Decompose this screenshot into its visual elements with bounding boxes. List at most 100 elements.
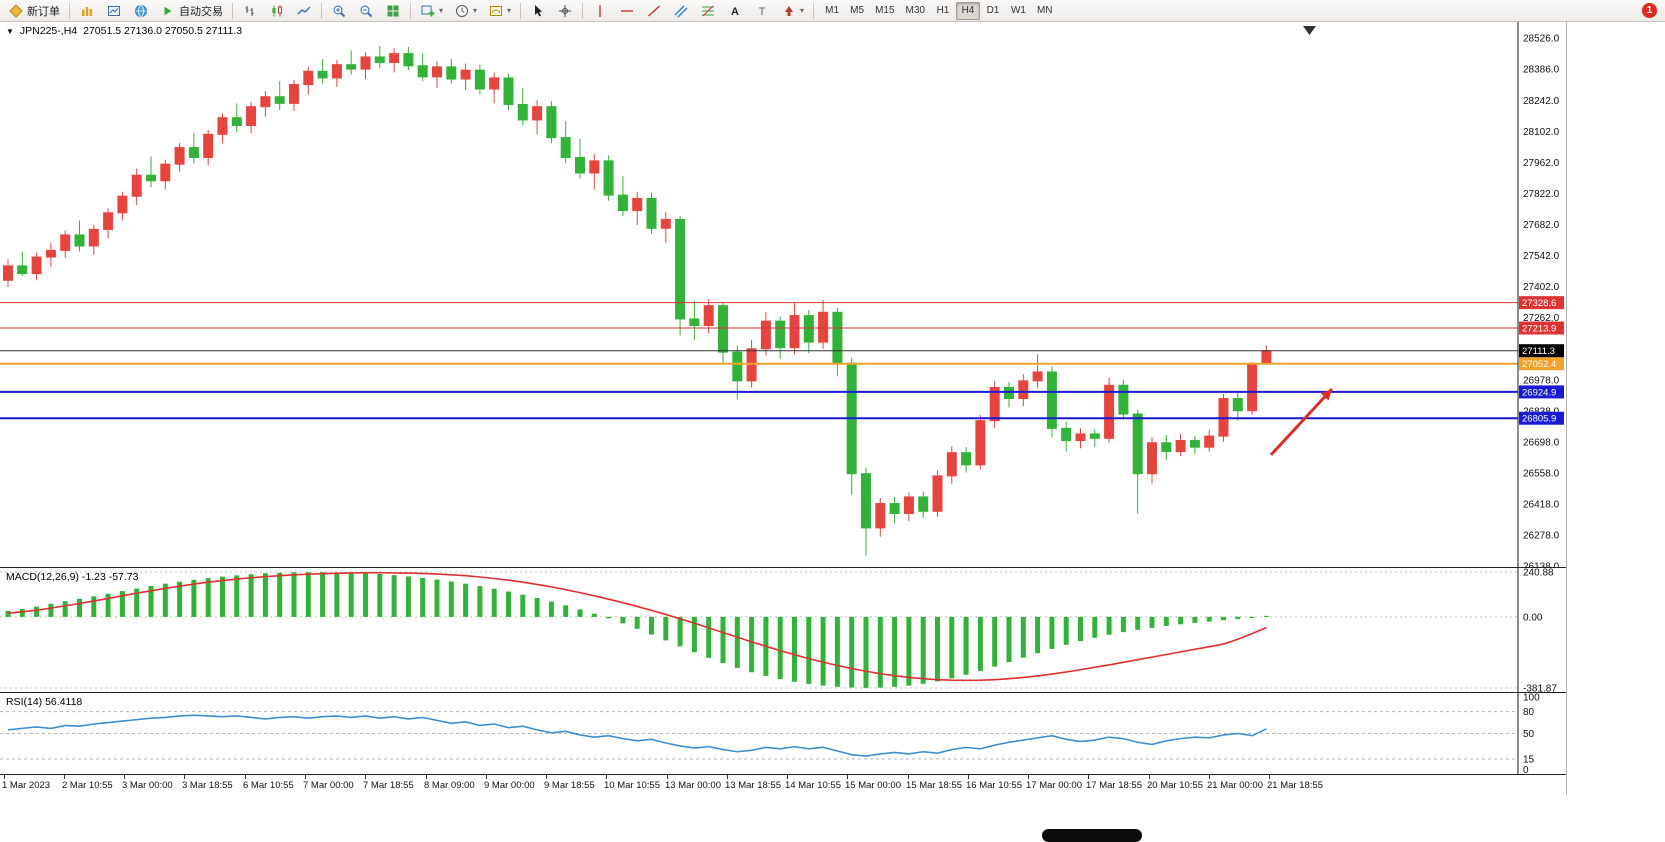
candlestick-chart-button[interactable] [264, 1, 290, 21]
auto-trading-button[interactable]: 自动交易 [155, 1, 228, 21]
candlestick-icon [269, 3, 285, 19]
arrows-tool-button[interactable]: ▾ [776, 1, 809, 21]
toolbar: 新订单 自动交易 [0, 0, 1665, 22]
cursor-button[interactable] [525, 1, 551, 21]
channel-button[interactable] [668, 1, 694, 21]
text-tool-icon: A [727, 3, 743, 19]
svg-text:27682.0: 27682.0 [1523, 220, 1560, 231]
periodicity-button[interactable]: ▾ [449, 1, 482, 21]
rsi-chart-canvas[interactable]: 100 80 50 150 [0, 693, 1566, 774]
zoom-out-button[interactable] [353, 1, 379, 21]
svg-text:50: 50 [1523, 729, 1535, 740]
zoom-in-button[interactable] [326, 1, 352, 21]
time-axis-label: 13 Mar 00:00 [665, 780, 721, 791]
time-axis-label: 8 Mar 09:00 [424, 780, 475, 791]
market-watch-button[interactable] [74, 1, 100, 21]
time-tick [727, 775, 728, 779]
time-axis-label: 16 Mar 10:55 [966, 780, 1022, 791]
label-tool-icon: T [754, 3, 770, 19]
chart-window-icon [106, 3, 122, 19]
macd-chart-canvas[interactable]: 240.88 0.00 -381.87 [0, 568, 1566, 692]
time-tick [667, 775, 668, 779]
svg-text:26698.0: 26698.0 [1523, 438, 1560, 449]
svg-text:26558.0: 26558.0 [1523, 469, 1560, 480]
trendline-button[interactable] [641, 1, 667, 21]
time-tick [486, 775, 487, 779]
main-chart-panel[interactable]: 28526.0 28386.0 28242.0 28102.0 27962.0 27822… [0, 22, 1566, 568]
svg-text:T: T [759, 6, 766, 18]
separator [232, 2, 233, 19]
time-axis-label: 20 Mar 10:55 [1147, 780, 1203, 791]
chart-window: 28526.0 28386.0 28242.0 28102.0 27962.0 27822… [0, 22, 1567, 795]
time-axis[interactable]: 1 Mar 2023 2 Mar 10:55 3 Mar 00:00 3 Mar 18… [0, 775, 1566, 795]
tile-windows-icon [385, 3, 401, 19]
time-axis-label: 13 Mar 18:55 [725, 780, 781, 791]
separator [813, 2, 815, 19]
svg-text:28102.0: 28102.0 [1523, 127, 1560, 138]
ohlc-bars-icon [242, 3, 258, 19]
new-chart-icon [420, 3, 436, 19]
horizontal-line-button[interactable] [614, 1, 640, 21]
timeframe-button-h1[interactable]: H1 [931, 2, 955, 20]
candlestick-chart-canvas[interactable]: 28526.0 28386.0 28242.0 28102.0 27962.0 27822… [0, 22, 1566, 567]
separator [582, 2, 584, 19]
svg-text:A: A [731, 6, 739, 18]
rsi-indicator-panel[interactable]: 100 80 50 15 0 RSI(14) 56.4118 [0, 693, 1566, 775]
timeframe-button-m15[interactable]: M15 [870, 2, 899, 20]
timeframe-button-m30[interactable]: M30 [901, 2, 930, 20]
help-button[interactable] [128, 1, 154, 21]
zoom-in-icon [331, 3, 347, 19]
new-chart-button[interactable]: ▾ [415, 1, 448, 21]
time-axis-label: 10 Mar 10:55 [604, 780, 660, 791]
timeframe-button-d1[interactable]: D1 [981, 2, 1005, 20]
time-axis-label: 21 Mar 00:00 [1207, 780, 1263, 791]
vertical-line-icon [592, 3, 608, 19]
svg-text:26138.0: 26138.0 [1523, 561, 1560, 567]
arrows-tool-icon [781, 3, 797, 19]
dropdown-caret-icon: ▾ [473, 5, 478, 15]
auto-trading-label: 自动交易 [179, 5, 223, 18]
line-chart-button[interactable] [291, 1, 317, 21]
text-tool-button[interactable]: A [722, 1, 748, 21]
time-tick [1088, 775, 1089, 779]
svg-text:27542.0: 27542.0 [1523, 251, 1560, 262]
time-axis-label: 3 Mar 18:55 [182, 780, 233, 791]
time-axis-label: 15 Mar 18:55 [906, 780, 962, 791]
market-watch-icon [79, 3, 95, 19]
svg-text:80: 80 [1523, 707, 1535, 718]
label-tool-button[interactable]: T [749, 1, 775, 21]
timeframe-button-h4[interactable]: H4 [955, 1, 980, 20]
vertical-line-button[interactable] [587, 1, 613, 21]
bar-chart-button[interactable] [237, 1, 263, 21]
template-button[interactable]: ▾ [483, 1, 516, 21]
timeframe-button-m1[interactable]: M1 [820, 2, 844, 20]
crosshair-icon [557, 3, 573, 19]
fibonacci-button[interactable] [695, 1, 721, 21]
tile-windows-button[interactable] [380, 1, 406, 21]
timeframe-button-m5[interactable]: M5 [845, 2, 869, 20]
channel-icon [673, 3, 689, 19]
new-order-button[interactable]: 新订单 [3, 1, 65, 21]
time-tick [184, 775, 185, 779]
chart-window-button[interactable] [101, 1, 127, 21]
time-tick [847, 775, 848, 779]
svg-text:28526.0: 28526.0 [1523, 33, 1560, 44]
time-tick [908, 775, 909, 779]
svg-text:27822.0: 27822.0 [1523, 189, 1560, 200]
notification-badge[interactable]: 1 [1642, 3, 1657, 18]
trendline-icon [646, 3, 662, 19]
separator [69, 2, 70, 19]
chart-menu-icon[interactable]: ▼ [6, 26, 14, 36]
timeframe-buttons: M1 M5 M15 M30 H1 H4 D1 W1 MN [820, 1, 1058, 20]
new-order-icon [8, 3, 24, 19]
macd-indicator-panel[interactable]: 240.88 0.00 -381.87 MACD(12,26,9) -1.23 -5… [0, 568, 1566, 693]
timeframe-button-mn[interactable]: MN [1032, 2, 1058, 20]
time-axis-label: 3 Mar 00:00 [122, 780, 173, 791]
svg-text:240.88: 240.88 [1523, 568, 1554, 579]
dropdown-caret-icon: ▾ [507, 5, 512, 15]
time-axis-label: 17 Mar 18:55 [1086, 780, 1142, 791]
time-tick [1028, 775, 1029, 779]
timeframe-button-w1[interactable]: W1 [1006, 2, 1031, 20]
crosshair-button[interactable] [552, 1, 578, 21]
time-axis-label: 7 Mar 00:00 [303, 780, 354, 791]
